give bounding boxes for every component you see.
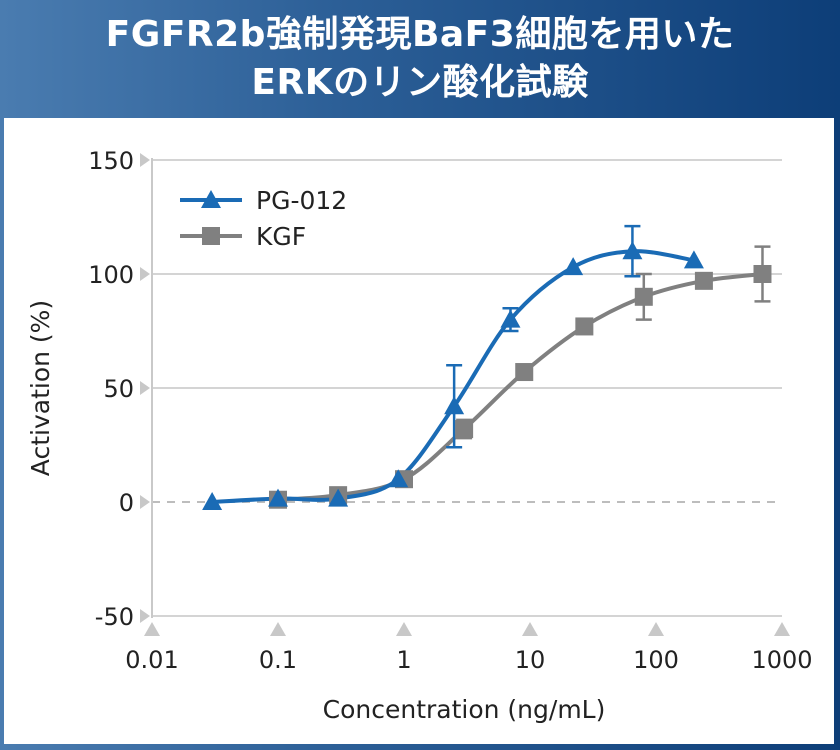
plot-panel: 150 100 50 0 -50 0.01 0.1 1 10 100 1000 PG-012 KGF…	[4, 118, 834, 744]
x-tick-marker	[648, 622, 664, 636]
y-tick-marker	[140, 495, 150, 509]
x-tick-label: 10	[515, 646, 546, 674]
x-tick-marker	[270, 622, 286, 636]
y-tick-label: 50	[103, 375, 134, 403]
legend-triangle-icon	[201, 190, 221, 208]
chart-title: FGFR2b強制発現BaF3細胞を用いた ERKのリン酸化試験	[0, 0, 840, 118]
legend-item-kgf: KGF	[180, 222, 306, 251]
data-point-triangle	[563, 257, 584, 276]
data-point-square	[515, 363, 534, 382]
data-point-triangle	[268, 488, 288, 507]
legend-square-icon	[202, 227, 220, 245]
x-tick-marker	[522, 622, 538, 636]
legend-label: KGF	[256, 222, 306, 251]
legend-item-pg-012: PG-012	[180, 186, 347, 215]
y-tick-label: -50	[95, 603, 134, 631]
x-tick-label: 0.1	[259, 646, 297, 674]
y-tick-marker	[140, 153, 150, 167]
x-tick-label: 1000	[751, 646, 812, 674]
legend-label: PG-012	[256, 186, 347, 215]
y-tick-marker	[140, 267, 150, 281]
data-point-square	[753, 265, 772, 283]
data-point-triangle	[500, 309, 521, 328]
y-tick-marker	[140, 609, 150, 623]
x-tick-marker	[396, 622, 412, 636]
chart-svg: 150 100 50 0 -50 0.01 0.1 1 10 100 1000 PG-012 KGF…	[26, 147, 813, 724]
y-tick-label: 100	[88, 261, 134, 289]
data-point-triangle	[388, 469, 409, 488]
x-tick-label: 100	[633, 646, 679, 674]
data-point-triangle	[444, 396, 465, 415]
data-point-square	[455, 420, 474, 439]
data-point-triangle	[202, 492, 223, 510]
data-point-triangle	[328, 488, 349, 507]
x-tick-label: 0.01	[125, 646, 178, 674]
y-tick-marker	[140, 381, 150, 395]
data-point-triangle	[683, 250, 704, 269]
data-point-triangle	[622, 241, 643, 260]
y-axis-title: Activation (%)	[26, 300, 55, 476]
x-tick-marker	[144, 622, 160, 636]
title-line-1: FGFR2b強制発現BaF3細胞を用いた	[105, 14, 735, 55]
data-point-square	[575, 317, 594, 336]
title-line-2: ERKのリン酸化試験	[251, 62, 589, 103]
data-point-square	[694, 271, 713, 290]
y-tick-label: 150	[88, 147, 134, 175]
y-tick-label: 0	[119, 489, 134, 517]
x-tick-label: 1	[396, 646, 411, 674]
x-axis-title: Concentration (ng/mL)	[323, 695, 606, 724]
x-tick-marker	[774, 622, 790, 636]
data-point-square	[634, 287, 653, 306]
